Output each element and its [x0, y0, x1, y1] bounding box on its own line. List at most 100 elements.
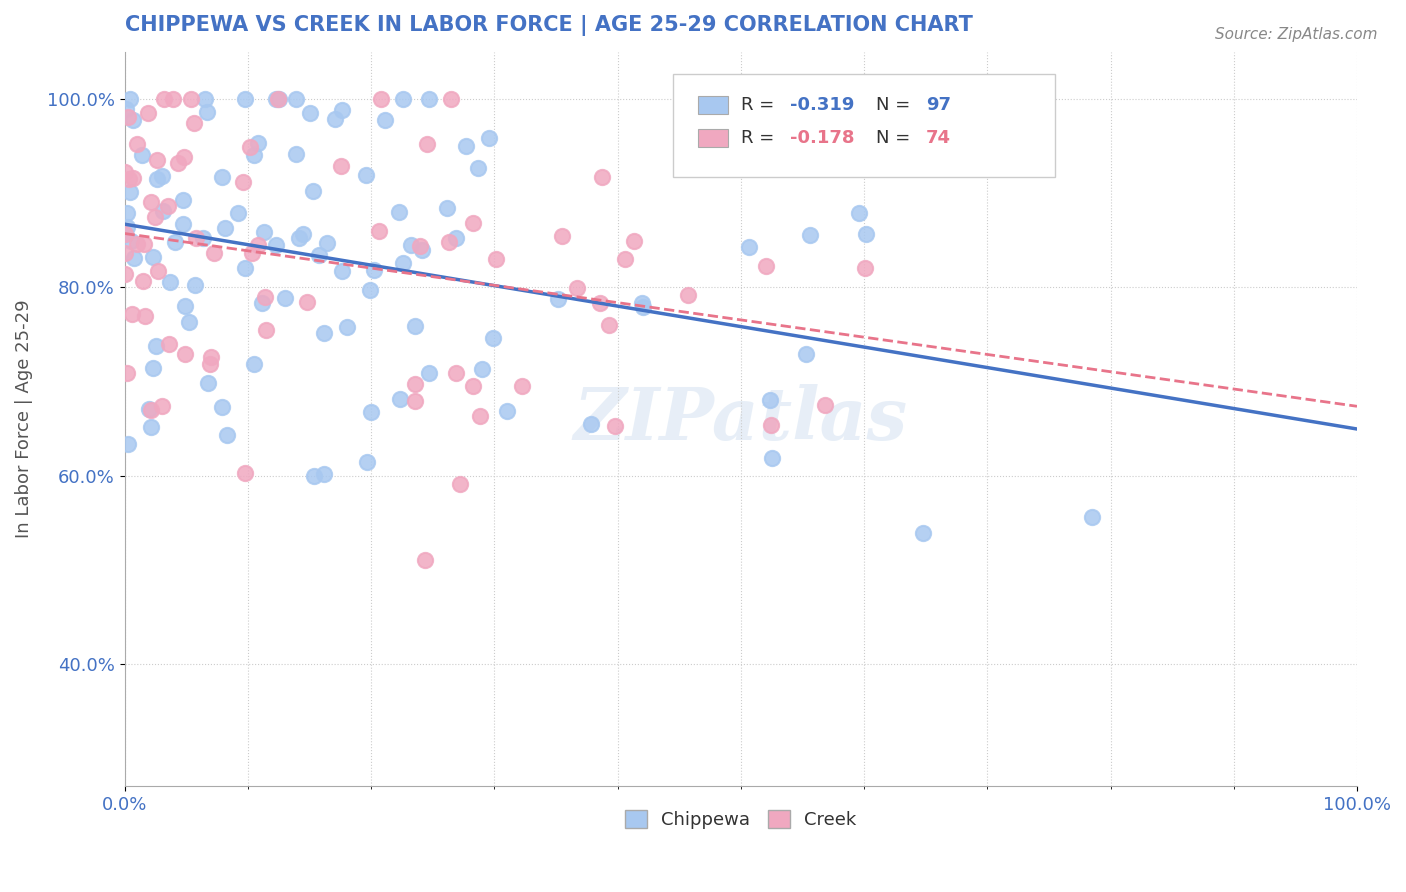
- Point: [114, 102, 136, 116]
- Point: [253, 290, 276, 304]
- Point: [312, 467, 335, 481]
- Point: [194, 92, 217, 106]
- Point: [186, 231, 208, 245]
- Point: [444, 366, 467, 380]
- Point: [134, 309, 156, 323]
- Point: [153, 92, 176, 106]
- Point: [598, 318, 620, 333]
- Text: CHIPPEWA VS CREEK IN LABOR FORCE | AGE 25-29 CORRELATION CHART: CHIPPEWA VS CREEK IN LABOR FORCE | AGE 2…: [125, 15, 973, 36]
- Point: [118, 185, 141, 199]
- Point: [162, 92, 184, 106]
- Point: [404, 319, 426, 334]
- Point: [510, 378, 533, 392]
- Point: [404, 377, 426, 392]
- Point: [853, 260, 876, 275]
- Point: [461, 216, 484, 230]
- Point: [114, 245, 136, 260]
- Point: [243, 358, 266, 372]
- Point: [413, 553, 436, 567]
- Point: [388, 205, 411, 219]
- Text: N =: N =: [876, 128, 917, 147]
- Point: [274, 292, 297, 306]
- Point: [254, 323, 277, 337]
- Point: [589, 295, 612, 310]
- Point: [567, 280, 589, 294]
- Point: [233, 92, 256, 106]
- Point: [146, 153, 169, 167]
- Text: N =: N =: [876, 95, 917, 113]
- Point: [122, 113, 145, 128]
- Point: [547, 292, 569, 306]
- Point: [302, 469, 325, 483]
- Point: [392, 256, 415, 270]
- Point: [471, 362, 494, 376]
- Point: [115, 219, 138, 234]
- Point: [603, 419, 626, 434]
- Point: [411, 244, 433, 258]
- Point: [761, 451, 783, 466]
- Point: [117, 436, 139, 450]
- Point: [356, 168, 378, 182]
- Point: [579, 417, 602, 431]
- Point: [370, 92, 392, 106]
- Point: [115, 206, 138, 220]
- Point: [120, 234, 142, 248]
- Point: [159, 275, 181, 289]
- Point: [295, 295, 318, 310]
- Point: [114, 227, 136, 242]
- Bar: [697, 129, 728, 147]
- Point: [122, 171, 145, 186]
- Point: [367, 224, 389, 238]
- Point: [388, 392, 411, 407]
- Point: [253, 226, 276, 240]
- Point: [240, 246, 263, 260]
- Point: [335, 319, 357, 334]
- Point: [755, 259, 778, 273]
- Point: [250, 295, 273, 310]
- Point: [314, 326, 336, 341]
- Point: [217, 427, 239, 442]
- Point: [591, 169, 613, 184]
- Point: [214, 221, 236, 235]
- Point: [150, 169, 173, 183]
- Point: [174, 346, 197, 360]
- Point: [707, 139, 730, 153]
- Point: [145, 339, 167, 353]
- Point: [193, 231, 215, 245]
- Point: [211, 169, 233, 184]
- Point: [737, 240, 759, 254]
- Point: [404, 393, 426, 408]
- Point: [631, 300, 654, 314]
- Point: [202, 245, 225, 260]
- Point: [551, 228, 574, 243]
- Point: [142, 360, 165, 375]
- Point: [226, 206, 249, 220]
- Legend: Chippewa, Creek: Chippewa, Creek: [617, 803, 863, 836]
- Point: [195, 104, 218, 119]
- Point: [136, 105, 159, 120]
- Point: [418, 92, 440, 106]
- Point: [912, 525, 935, 540]
- Point: [183, 116, 205, 130]
- Text: Source: ZipAtlas.com: Source: ZipAtlas.com: [1215, 27, 1378, 42]
- Point: [173, 150, 195, 164]
- Point: [284, 146, 307, 161]
- Point: [180, 92, 202, 106]
- Point: [316, 235, 339, 250]
- Point: [264, 92, 287, 106]
- Point: [115, 366, 138, 380]
- Point: [391, 92, 413, 106]
- Point: [416, 136, 439, 151]
- FancyBboxPatch shape: [673, 74, 1054, 177]
- Point: [131, 274, 153, 288]
- Point: [125, 136, 148, 151]
- Point: [146, 172, 169, 186]
- Point: [418, 366, 440, 380]
- Point: [200, 357, 222, 371]
- Point: [131, 148, 153, 162]
- Point: [247, 136, 270, 150]
- Bar: [697, 96, 728, 114]
- Point: [172, 217, 194, 231]
- Point: [285, 92, 308, 106]
- Y-axis label: In Labor Force | Age 25-29: In Labor Force | Age 25-29: [15, 300, 32, 539]
